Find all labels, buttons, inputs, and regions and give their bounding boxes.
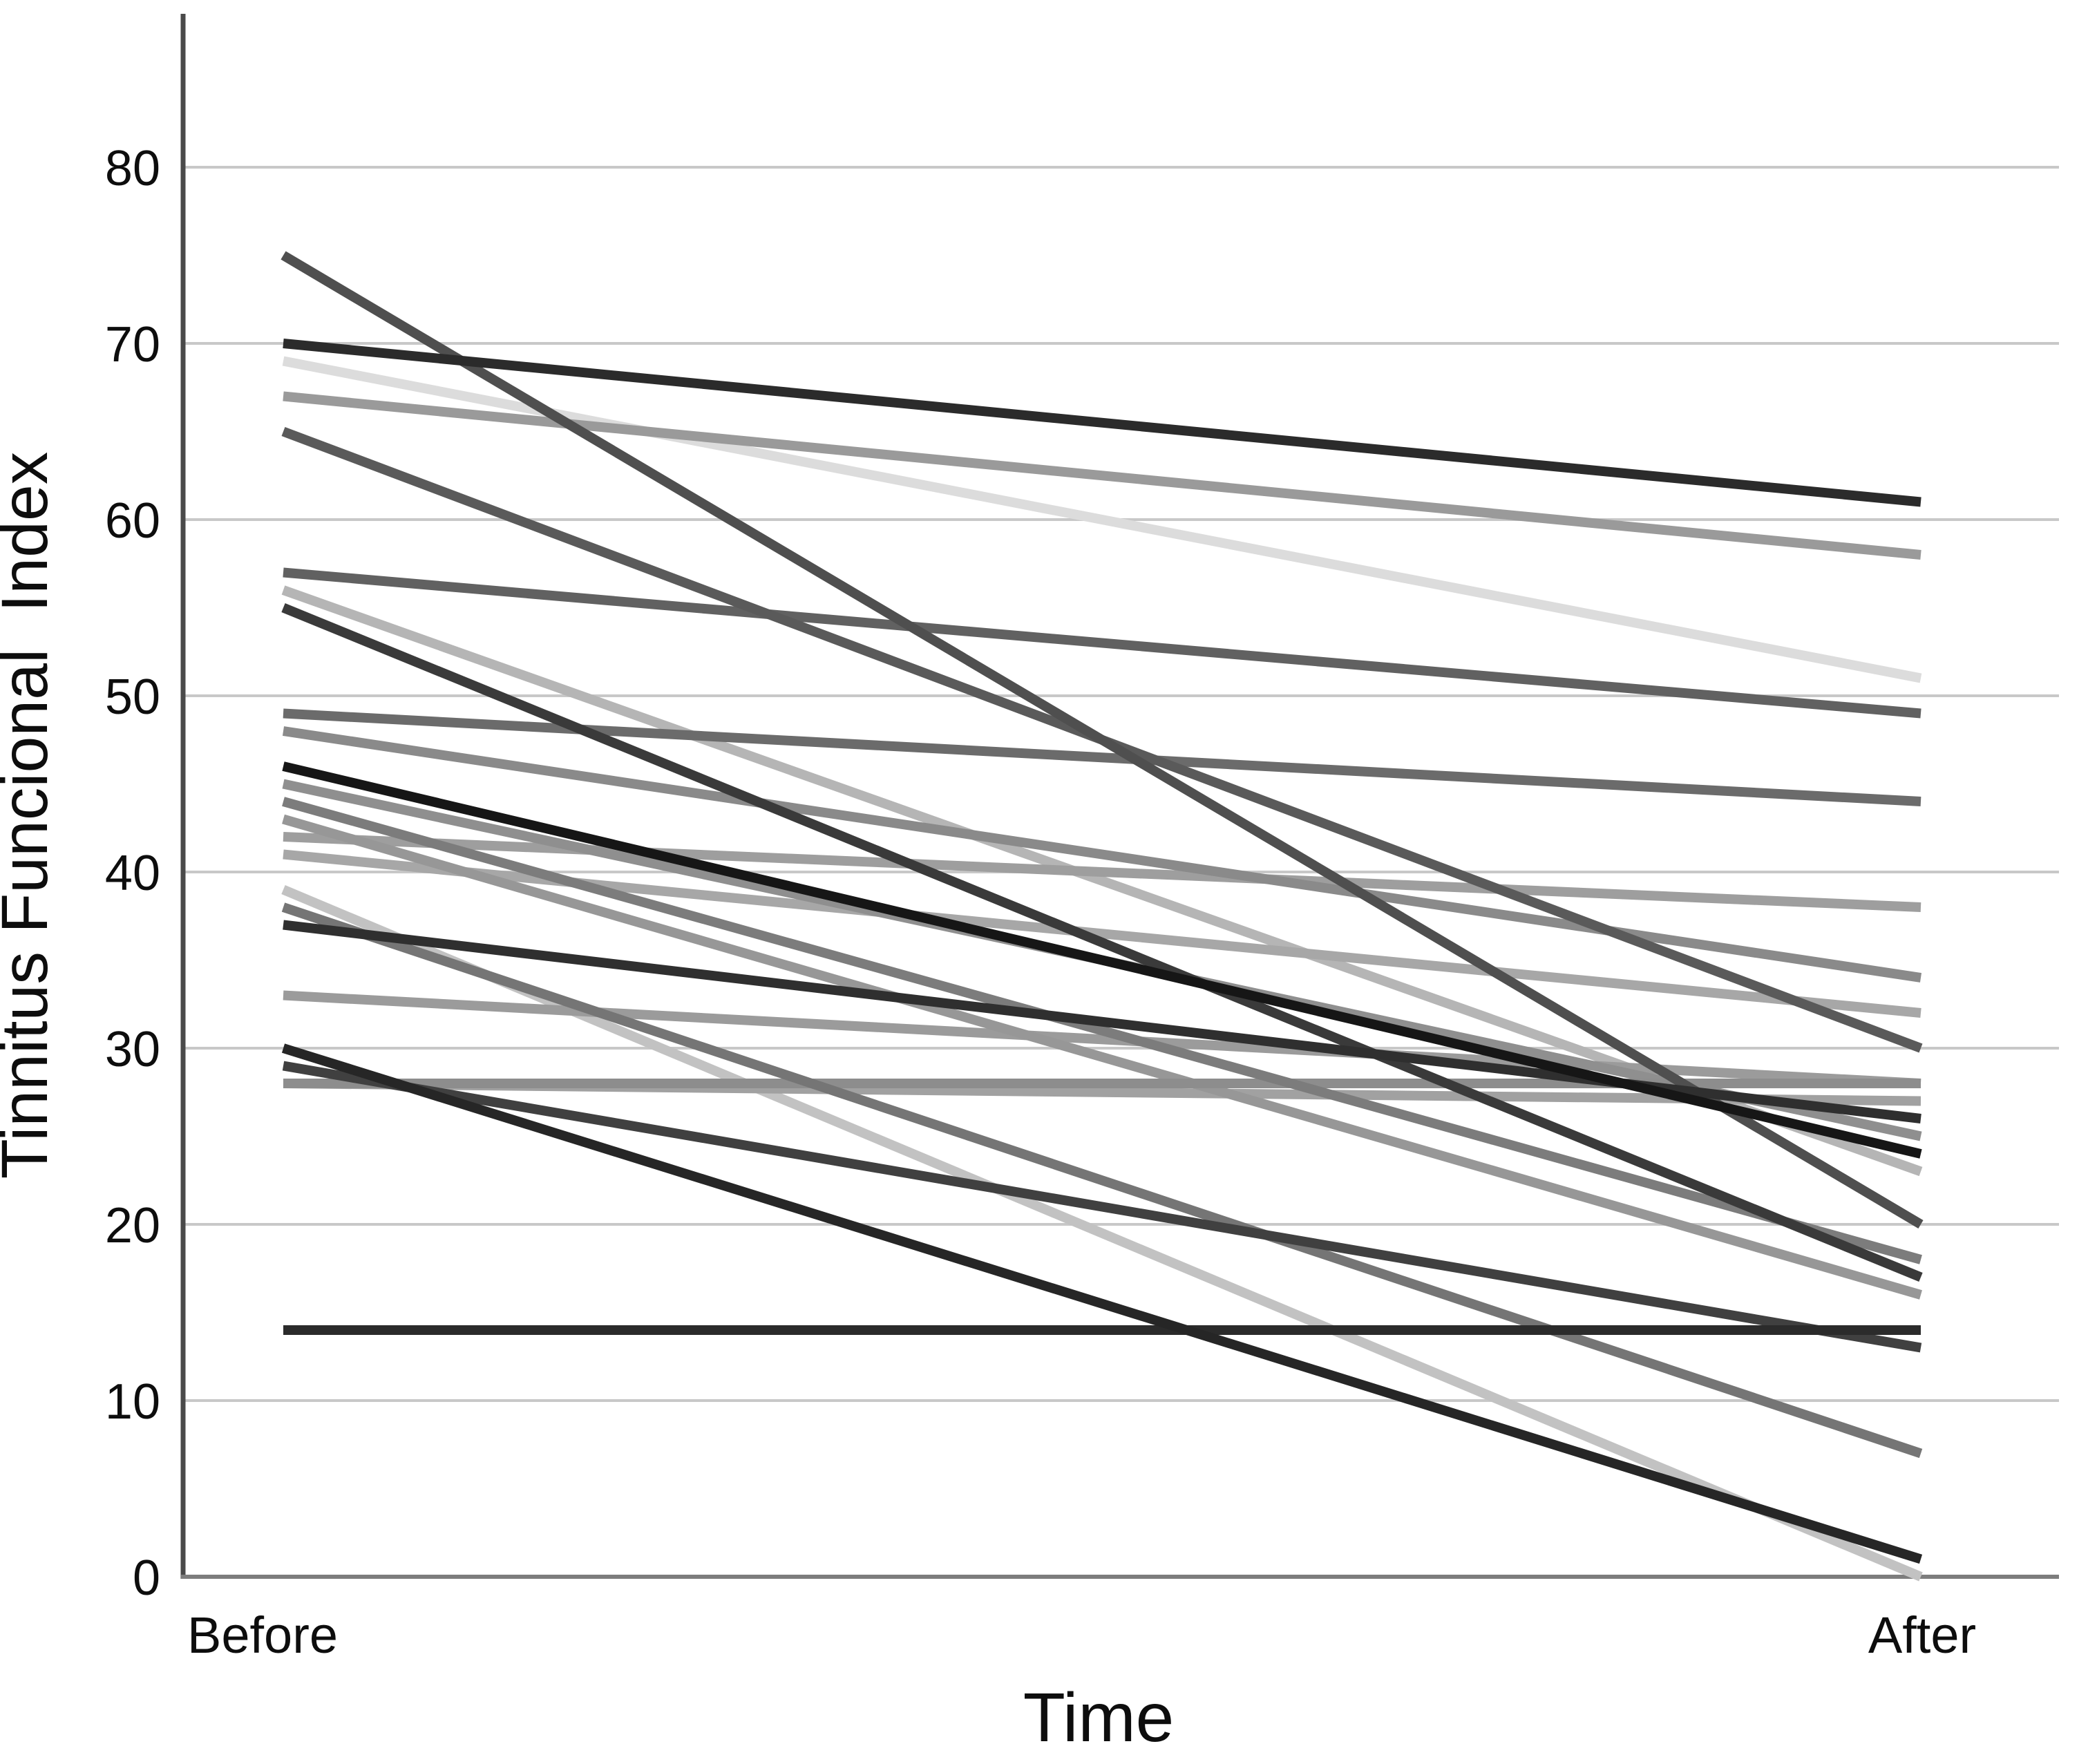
y-tick-label-30: 30 [105, 1022, 160, 1077]
x-category-label-after: After [1868, 1606, 1976, 1664]
patient-line-patient-13 [282, 797, 1922, 1264]
y-tick-label-20: 20 [105, 1198, 160, 1253]
y-tick-label-70: 70 [105, 317, 160, 372]
patient-line-patient-12 [282, 726, 1922, 983]
patient-line-patient-24 [281, 1043, 1923, 1564]
patient-line-patient-7 [283, 990, 1921, 1088]
patient-line-patient-25 [282, 761, 1922, 1159]
patient-line-patient-9 [282, 814, 1922, 1300]
patient-line-patient-6 [283, 832, 1921, 912]
y-axis-title: Tinnitus Funcional Index [0, 452, 61, 1179]
patient-line-patient-19 [282, 1061, 1922, 1353]
axis-labels: 0 10 20 30 40 50 60 70 80 Before After Time Tinnitus… [0, 141, 1976, 1756]
patient-line-patient-14 [281, 902, 1923, 1459]
patient-line-patient-16 [283, 567, 1921, 719]
x-axis-title: Time [1023, 1679, 1175, 1756]
y-tick-label-60: 60 [105, 493, 160, 549]
patient-line-patient-15 [283, 708, 1921, 806]
axes [180, 14, 2059, 1579]
patient-line-patient-20 [281, 603, 1923, 1282]
patient-line-patient-18 [281, 251, 1924, 1229]
series-lines [281, 251, 1924, 1582]
y-tick-label-40: 40 [105, 846, 160, 901]
y-tick-label-10: 10 [105, 1374, 160, 1430]
y-tick-label-0: 0 [133, 1550, 160, 1606]
patient-line-patient-22 [283, 339, 1921, 507]
patient-line-patient-8 [283, 391, 1921, 560]
y-tick-label-50: 50 [105, 670, 160, 725]
x-category-label-before: Before [187, 1606, 338, 1664]
patient-line-patient-2 [281, 885, 1923, 1582]
y-tick-label-80: 80 [105, 141, 160, 196]
